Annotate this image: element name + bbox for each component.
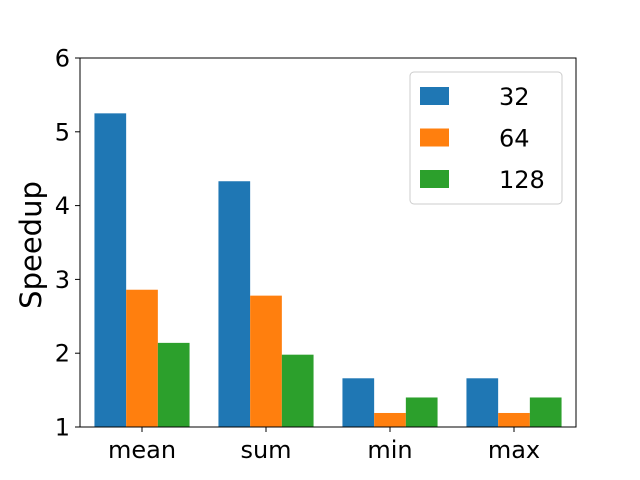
legend-swatch-32 [420,87,449,105]
bar-mean-128 [157,342,190,427]
x-ticks-group: mean sum min max [108,427,540,464]
x-tick-label-sum: sum [240,436,291,464]
bar-mean-32 [94,113,127,427]
bar-sum-64 [250,295,282,427]
legend: 32 64 128 [409,71,563,205]
bar-mean-64 [126,289,158,427]
x-tick-label-min: min [367,436,412,464]
bar-sum-128 [281,354,314,427]
bar-max-128 [529,397,562,427]
y-tick-label: 4 [55,192,70,220]
legend-label-32: 32 [499,83,530,111]
bar-max-32 [466,378,499,427]
bar-min-32 [342,378,375,427]
plot-frame [79,57,577,428]
bar-sum-32 [218,181,251,427]
legend-swatch-128 [420,170,449,188]
bar-max-64 [498,412,530,427]
legend-swatch-64 [420,128,449,147]
bar-min-64 [374,412,406,427]
y-tick-label: 1 [55,414,70,442]
x-tick-label-max: max [488,436,540,464]
legend-label-128: 128 [499,166,545,194]
x-tick-label-mean: mean [108,436,176,464]
y-axis-label: Speedup [14,181,48,309]
y-tick-label: 5 [55,118,70,146]
legend-label-64: 64 [499,125,530,153]
bars-group [94,113,562,427]
y-ticks-group: 1 2 3 4 5 6 [55,45,80,442]
bar-min-128 [405,397,438,427]
y-tick-label: 2 [55,340,70,368]
y-tick-label: 6 [55,45,70,73]
y-tick-label: 3 [55,266,70,294]
